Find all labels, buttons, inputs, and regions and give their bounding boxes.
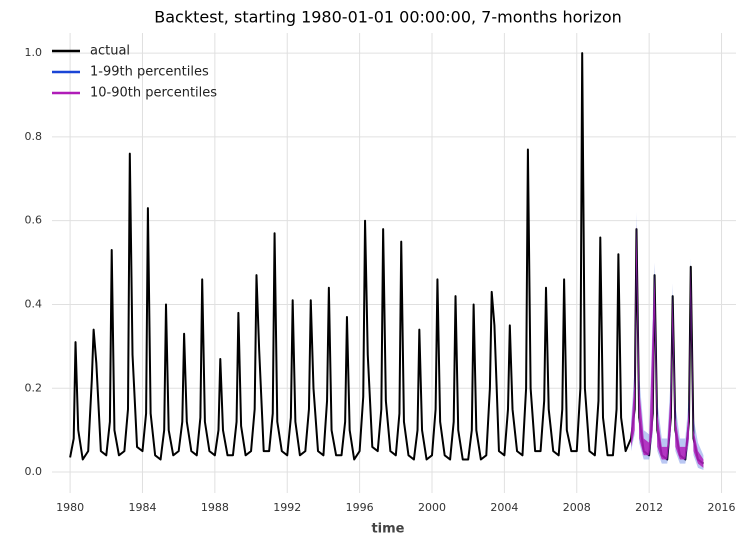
legend-label: actual <box>90 44 130 59</box>
x-tick-label: 2004 <box>490 501 518 514</box>
x-tick-label: 2012 <box>635 501 663 514</box>
y-tick-label: 0.2 <box>25 381 43 394</box>
percentile-band <box>631 224 704 468</box>
legend-label: 10-90th percentiles <box>90 86 217 101</box>
y-tick-label: 0.4 <box>25 297 43 310</box>
y-tick-label: 0.0 <box>25 465 43 478</box>
x-tick-label: 1980 <box>56 501 84 514</box>
y-tick-label: 0.8 <box>25 130 43 143</box>
y-tick-label: 0.6 <box>25 214 43 227</box>
x-tick-label: 2016 <box>708 501 736 514</box>
series-line <box>69 52 705 465</box>
y-tick-label: 1.0 <box>25 46 43 59</box>
x-tick-label: 1984 <box>128 501 156 514</box>
x-tick-label: 1992 <box>273 501 301 514</box>
x-tick-label: 2008 <box>563 501 591 514</box>
chart-title: Backtest, starting 1980-01-01 00:00:00, … <box>154 8 622 27</box>
legend-label: 1-99th percentiles <box>90 65 209 80</box>
x-axis-label: time <box>371 522 404 537</box>
x-tick-label: 1996 <box>346 501 374 514</box>
x-tick-label: 2000 <box>418 501 446 514</box>
x-tick-label: 1988 <box>201 501 229 514</box>
